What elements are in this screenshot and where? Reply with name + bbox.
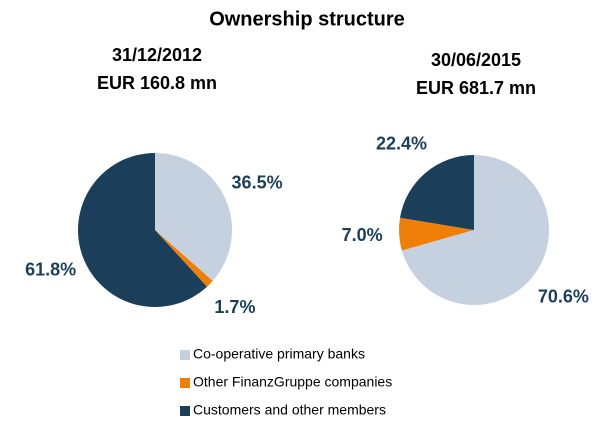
pie-subtitle: EUR 681.7 mn [416,78,536,98]
legend-swatch [180,378,190,388]
pie-title: 31/12/2012 [112,45,202,65]
data-label: 22.4% [376,133,427,153]
pie-title: 30/06/2015 [431,50,521,70]
data-label: 7.0% [342,225,383,245]
pie-slice [401,155,549,305]
pie-slice [78,153,208,307]
chart-title: Ownership structure [209,8,405,30]
legend-label: Other FinanzGruppe companies [193,374,392,390]
pie-slice [399,217,474,251]
legend-swatch [180,350,190,360]
pie-slice [155,153,233,281]
pie-subtitle: EUR 160.8 mn [97,73,217,93]
legend-label: Customers and other members [193,402,386,418]
data-label: 61.8% [25,259,76,279]
pie-slice [399,155,474,230]
legend-label: Co-operative primary banks [193,346,365,362]
data-label: 1.7% [214,297,255,317]
pie-slice [155,230,213,287]
data-label: 36.5% [232,173,283,193]
data-label: 70.6% [538,286,589,306]
legend-swatch [180,406,190,416]
